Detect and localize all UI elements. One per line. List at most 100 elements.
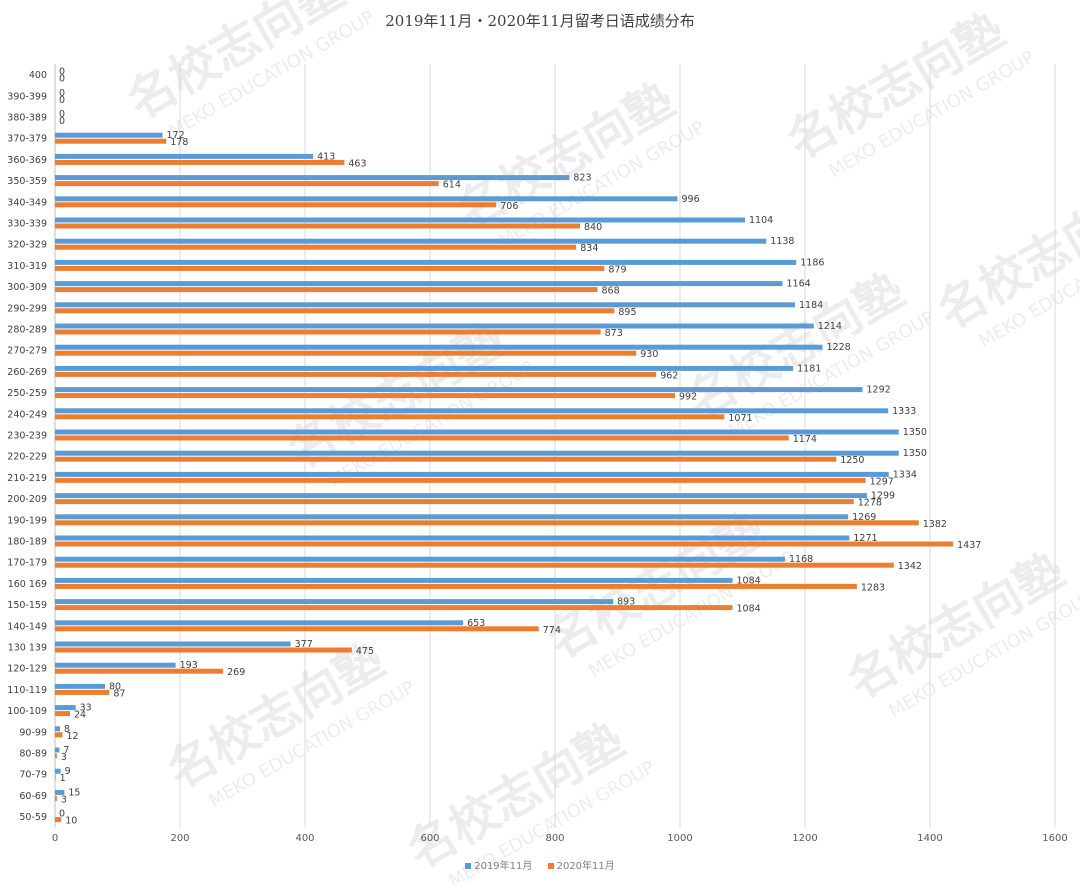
bar-2019 — [55, 238, 767, 244]
data-label-2019: 1269 — [852, 512, 876, 523]
bar-2019 — [55, 705, 76, 711]
bar-2019 — [55, 217, 745, 223]
data-label-2020: 1278 — [858, 498, 882, 509]
bar-2019 — [55, 450, 899, 456]
y-tick-label: 150-159 — [7, 600, 47, 611]
data-label-2019: 15 — [68, 787, 80, 798]
legend-label-2020: 2020年11月 — [556, 861, 615, 872]
data-label-2020: 614 — [443, 180, 461, 191]
bar-2019 — [55, 768, 61, 774]
bar-2019 — [55, 323, 814, 329]
y-tick-label: 140-149 — [7, 621, 47, 632]
data-label-2019: 0 — [59, 109, 65, 120]
data-label-2019: 33 — [80, 703, 92, 714]
bar-2019 — [55, 641, 291, 647]
y-tick-label: 70-79 — [19, 770, 47, 781]
bar-2019 — [55, 683, 105, 689]
x-tick-label: 400 — [295, 833, 314, 844]
data-label-2019: 1168 — [789, 554, 813, 565]
data-label-2019: 80 — [109, 681, 121, 692]
y-tick-label: 90-99 — [19, 727, 47, 738]
data-label-2020: 879 — [608, 264, 626, 275]
data-label-2019: 1138 — [770, 236, 794, 247]
data-label-2020: 1250 — [840, 455, 864, 466]
data-label-2020: 1283 — [861, 582, 885, 593]
data-label-2020: 873 — [605, 328, 623, 339]
bar-2020 — [55, 371, 657, 377]
data-label-2019: 1333 — [892, 406, 916, 417]
data-label-2020: 868 — [602, 286, 620, 297]
data-label-2020: 3 — [61, 794, 67, 805]
legend-label-2019: 2019年11月 — [474, 861, 533, 872]
bar-2020 — [55, 605, 733, 611]
bar-2019 — [55, 387, 863, 393]
bar-2020 — [55, 244, 577, 250]
data-label-2019: 1350 — [903, 427, 927, 438]
bar-2020 — [55, 774, 56, 780]
bar-2019 — [55, 365, 794, 371]
x-tick-label: 1400 — [917, 833, 942, 844]
bar-2020 — [55, 202, 497, 208]
data-label-2020: 0 — [59, 95, 65, 106]
data-label-2019: 193 — [180, 660, 198, 671]
bar-2019 — [55, 662, 176, 668]
watermark-text-cn: 名校志向塾 — [928, 172, 1080, 341]
y-tick-label: 110-119 — [7, 685, 47, 696]
data-label-2020: 930 — [640, 349, 658, 360]
bar-2019 — [55, 153, 314, 159]
bar-2020 — [55, 159, 345, 165]
x-tick-label: 1600 — [1042, 833, 1067, 844]
x-tick-label: 1200 — [792, 833, 817, 844]
bar-2020 — [55, 329, 601, 335]
data-label-2019: 1292 — [867, 385, 891, 396]
data-label-2019: 1299 — [871, 491, 895, 502]
y-tick-label: 220-229 — [7, 452, 47, 463]
bar-2020 — [55, 265, 605, 271]
bar-2019 — [55, 493, 867, 499]
data-label-2019: 0 — [59, 88, 65, 99]
bar-2020 — [55, 668, 224, 674]
bar-2020 — [55, 414, 725, 420]
y-tick-label: 130 139 — [8, 643, 47, 654]
bar-2019 — [55, 577, 733, 583]
x-tick-label: 200 — [170, 833, 189, 844]
data-label-2019: 1228 — [827, 342, 851, 353]
bar-2020 — [55, 308, 615, 314]
data-label-2020: 840 — [584, 222, 602, 233]
x-tick-label: 800 — [545, 833, 564, 844]
y-tick-label: 340-349 — [7, 197, 47, 208]
data-label-2019: 1084 — [737, 575, 761, 586]
data-label-2020: 1382 — [923, 519, 947, 530]
y-tick-label: 240-249 — [7, 409, 47, 420]
bar-2019 — [55, 408, 889, 414]
bar-2019 — [55, 599, 614, 605]
bar-2019 — [55, 175, 570, 181]
bar-2020 — [55, 499, 854, 505]
bar-2019 — [55, 535, 850, 541]
y-tick-label: 390-399 — [7, 91, 47, 102]
y-tick-label: 290-299 — [7, 303, 47, 314]
y-tick-label: 350-359 — [7, 176, 47, 187]
x-tick-label: 600 — [420, 833, 439, 844]
bar-2019 — [55, 556, 785, 562]
data-label-2019: 1186 — [800, 257, 824, 268]
bar-2020 — [55, 393, 675, 399]
y-tick-label: 80-89 — [19, 749, 47, 760]
data-label-2020: 834 — [580, 243, 598, 254]
data-label-2019: 823 — [573, 173, 591, 184]
bar-2020 — [55, 477, 866, 483]
bar-2020 — [55, 541, 954, 547]
bar-2019 — [55, 471, 889, 477]
legend-item-2020: 2020年11月 — [547, 857, 615, 872]
y-tick-label: 360-369 — [7, 155, 47, 166]
y-tick-label: 180-189 — [7, 537, 47, 548]
data-label-2019: 377 — [295, 639, 313, 650]
data-label-2019: 0 — [59, 809, 65, 820]
bar-2020 — [55, 435, 789, 441]
y-tick-label: 100-109 — [7, 706, 47, 717]
y-tick-label: 210-219 — [7, 473, 47, 484]
